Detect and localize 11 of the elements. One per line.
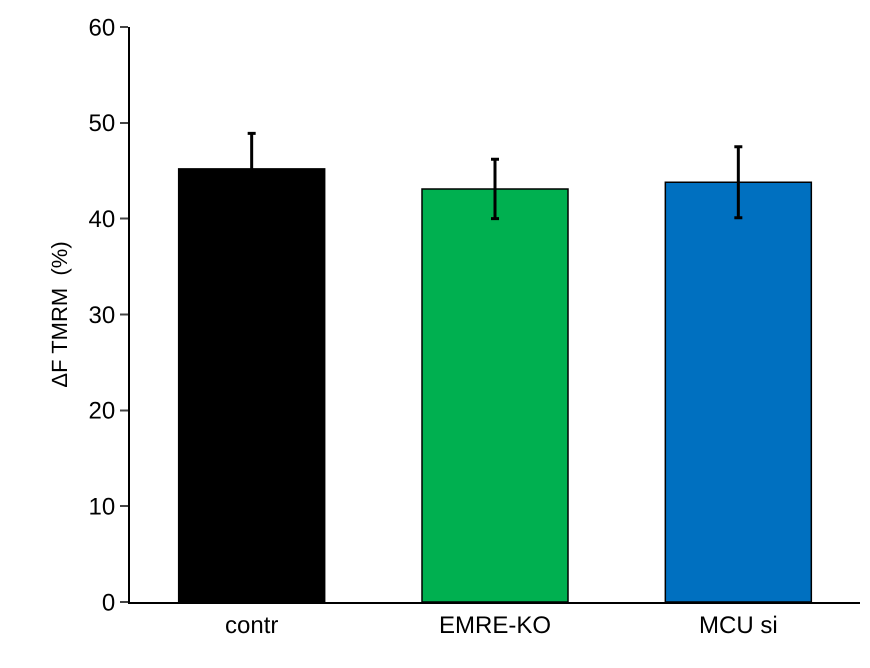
y-tick-label: 0: [102, 589, 116, 616]
x-tick-label: MCU si: [699, 612, 778, 639]
y-tick-label: 40: [88, 206, 116, 234]
y-tick-label: 50: [88, 110, 116, 138]
x-tick-label: EMRE-KO: [438, 612, 552, 639]
y-tick-label: 20: [88, 398, 116, 425]
y-tick-label: 60: [88, 14, 116, 42]
y-tick-label: 30: [88, 302, 116, 329]
y-tick-label: 10: [88, 494, 116, 521]
y-axis-title: ΔF TMRM (%): [46, 241, 72, 388]
x-tick-label: contr: [224, 612, 278, 639]
